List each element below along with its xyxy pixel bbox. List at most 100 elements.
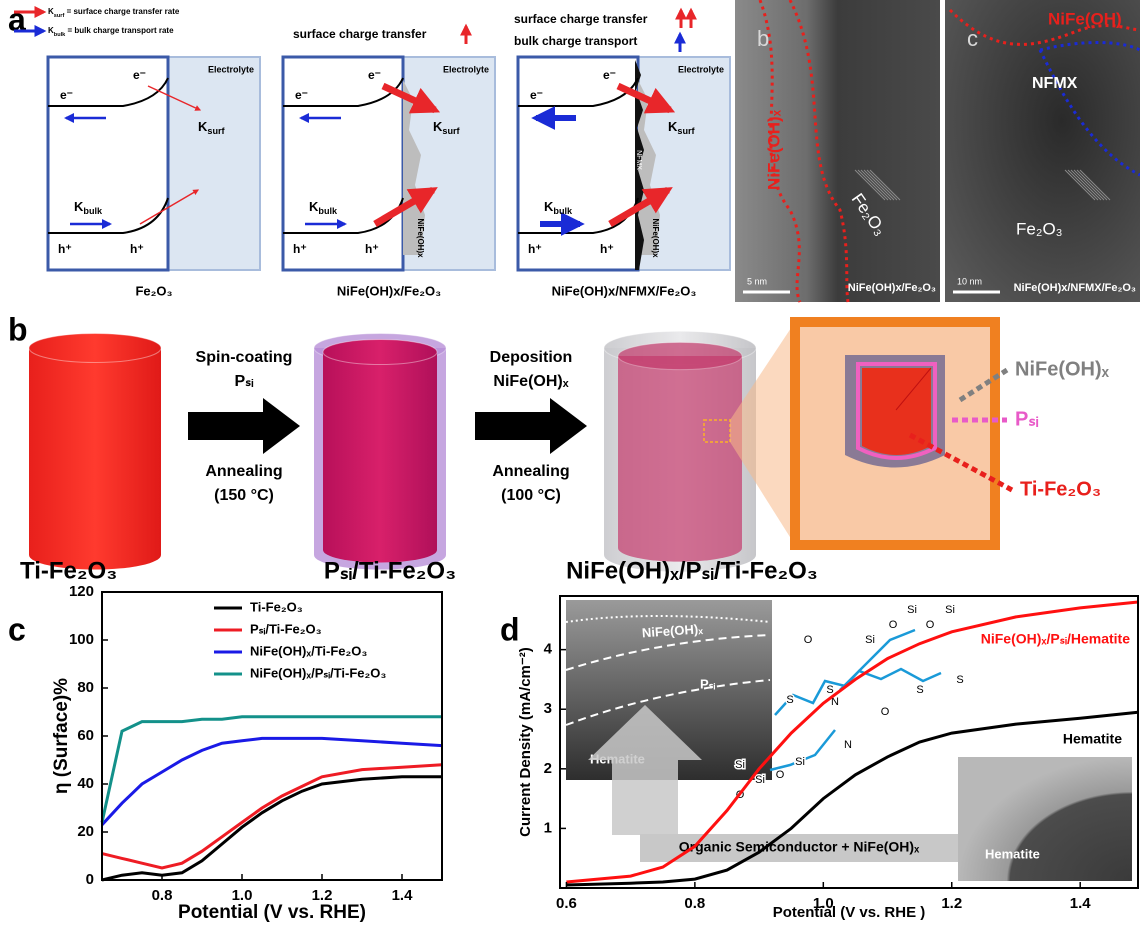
text-part: K xyxy=(198,119,208,134)
schematic-caption: Fe₂O₃ xyxy=(135,283,172,298)
cylinder-body xyxy=(29,348,161,570)
electron-label: e⁻ xyxy=(603,68,616,82)
interlayer-label: NFMX xyxy=(635,150,642,170)
surface-arrow xyxy=(373,186,438,228)
zoom-label: Ti-Fe₂O₃ xyxy=(1020,478,1101,500)
atom-label: S xyxy=(956,674,963,686)
process-step: Spin-coating xyxy=(196,349,293,366)
cylinder-body xyxy=(323,352,437,563)
hole-label: h⁺ xyxy=(528,242,542,256)
electrolyte xyxy=(167,56,261,271)
legend-text: Ksurf = surface charge transfer rate xyxy=(48,7,180,19)
k-bulk: Kbulk xyxy=(74,199,103,216)
atom-label: O xyxy=(804,634,813,646)
lattice-fringe xyxy=(1076,169,1108,201)
subscript: surf xyxy=(442,126,460,136)
k-surf: Ksurf xyxy=(433,119,461,136)
cylinder-top xyxy=(28,332,162,364)
hole-label: h⁺ xyxy=(365,242,379,256)
panel-label: a xyxy=(8,1,26,37)
legend-label: NiFe(OH)ₓ/Ti-Fe₂O₃ xyxy=(250,643,367,658)
legend-text: Kbulk = bulk charge transport rate xyxy=(48,26,174,38)
atom-label: O xyxy=(926,619,935,631)
surface-arrow xyxy=(147,85,202,111)
x-tick-label: 0.8 xyxy=(684,895,705,912)
boundary xyxy=(948,8,1140,46)
y-axis-label: η (Surface)% xyxy=(51,678,72,794)
electrolyte-label: Electrolyte xyxy=(678,64,724,74)
atom-label: Si xyxy=(907,604,917,616)
electron-label: e⁻ xyxy=(368,68,381,82)
lattice-fringe xyxy=(857,169,889,201)
conduction-band xyxy=(48,77,169,107)
layer-label: NiFe(OH)x xyxy=(416,218,425,258)
process-step: Annealing xyxy=(492,463,569,480)
inset-boundary xyxy=(565,615,771,623)
y-axis-label: Current Density (mA/cm⁻²) xyxy=(517,647,534,837)
x-tick-label: 0.8 xyxy=(152,887,173,904)
y-tick-label: 3 xyxy=(544,700,552,717)
stage-label: Ti-Fe₂O₃ xyxy=(20,557,117,584)
atom-label: O xyxy=(776,769,785,781)
process-arrow xyxy=(188,398,300,454)
process-arrow xyxy=(475,398,587,454)
tem-shell: NiFe(OH) xyxy=(1048,9,1122,28)
schematic-caption: NiFe(OH)x/Fe₂O₃ xyxy=(337,283,441,298)
tem-image xyxy=(735,0,940,302)
tem-scale: 5 nm xyxy=(747,276,767,286)
semiconductor xyxy=(46,55,170,272)
electrolyte-label: Electrolyte xyxy=(208,64,254,74)
hole-label: h⁺ xyxy=(293,242,307,256)
k-surf: Ksurf xyxy=(198,119,226,136)
x-axis-label: Potential (V vs. RHE) xyxy=(178,902,366,923)
lattice-fringe xyxy=(1079,169,1111,201)
panel-label: c xyxy=(8,611,26,647)
atom-label: O xyxy=(889,619,898,631)
tem-core: Fe₂O₃ xyxy=(1016,219,1063,238)
series-line xyxy=(101,775,442,882)
series-line xyxy=(101,763,443,870)
tem-shell: NiFe(OH)ₓ xyxy=(764,109,783,190)
subscript: bulk xyxy=(318,206,338,216)
tem-label: c xyxy=(967,26,978,51)
process-step: Annealing xyxy=(205,463,282,480)
big-arrow xyxy=(588,705,702,835)
boundary xyxy=(1039,41,1140,52)
electron-label: e⁻ xyxy=(133,68,146,82)
tem-label: b xyxy=(757,26,769,51)
process-step: Pₛᵢ xyxy=(235,373,254,390)
y-tick-label: 120 xyxy=(69,583,94,600)
series-line xyxy=(100,736,443,826)
subscript: bulk xyxy=(54,32,66,38)
inset-boundary xyxy=(565,679,771,726)
x-tick-label: 1.2 xyxy=(941,895,962,912)
hole-label: h⁺ xyxy=(130,242,144,256)
x-tick-label: 1.4 xyxy=(392,887,414,904)
x-tick-label: 1.0 xyxy=(232,887,253,904)
surface-arrow xyxy=(608,186,673,228)
subscript: surf xyxy=(677,126,695,136)
valence-band xyxy=(283,197,404,234)
surface-arrow xyxy=(616,82,676,114)
process-step: (150 °C) xyxy=(214,487,274,504)
x-tick-label: 0.6 xyxy=(556,895,577,912)
valence-band xyxy=(48,197,169,234)
lattice-fringe xyxy=(863,169,895,201)
text-part: K xyxy=(48,26,54,35)
text-part: K xyxy=(74,199,84,214)
x-axis-label: Potential (V vs. RHE ) xyxy=(773,904,926,921)
x-tick-label: 1.4 xyxy=(1070,895,1092,912)
tem-interlayer: NFMX xyxy=(1032,75,1078,92)
surface-arrow xyxy=(381,82,441,114)
atom-label: Si xyxy=(945,604,955,616)
layer-label: NiFe(OH)x xyxy=(651,218,660,258)
lattice-fringe xyxy=(854,169,886,201)
atom-label: N xyxy=(844,739,852,751)
lattice-fringe xyxy=(860,169,892,201)
atom-label: Si xyxy=(755,774,765,786)
y-tick-label: 60 xyxy=(77,727,94,744)
k-bulk: Kbulk xyxy=(544,199,573,216)
atom-label: N xyxy=(831,696,839,708)
surface-arrow xyxy=(139,189,200,225)
